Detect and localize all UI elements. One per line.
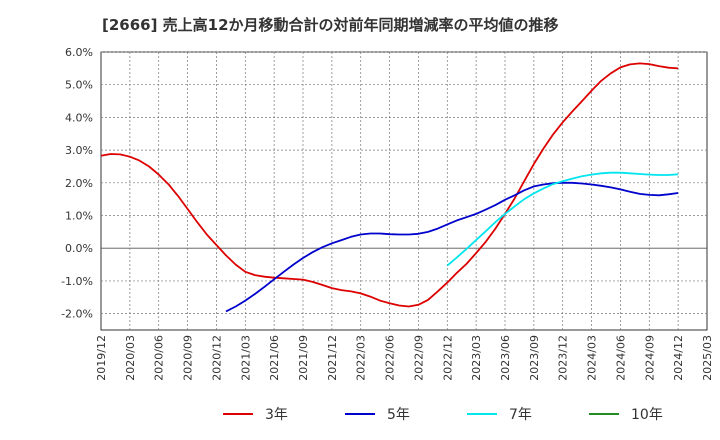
plot-area — [100, 51, 708, 331]
x-tick-label: 2020/06 — [153, 335, 166, 381]
chart-title: [2666] 売上高12か月移動合計の対前年同期増減率の平均値の推移 — [102, 16, 559, 34]
y-axis: 6.0% 5.0% 4.0% 3.0% 2.0% 1.0% 0.0% -1.0% -2.0% — [61, 46, 93, 321]
x-tick-label: 2020/12 — [210, 335, 223, 381]
series-line-7年 — [446, 171, 679, 267]
grid-lines — [101, 51, 707, 330]
x-tick-label: 2023/03 — [470, 335, 483, 381]
x-tick-label: 2021/09 — [297, 335, 310, 381]
y-tick-label: 5.0% — [65, 79, 93, 92]
x-axis: 2019/12 2020/03 2020/06 2020/09 2020/12 2021/… — [95, 335, 714, 381]
x-tick-label: 2022/03 — [355, 335, 368, 381]
x-tick-label: 2024/12 — [672, 335, 685, 381]
x-tick-label: 2021/12 — [326, 335, 339, 381]
x-tick-label: 2021/06 — [268, 335, 281, 381]
x-tick-label: 2025/03 — [701, 335, 714, 381]
x-tick-label: 2023/12 — [557, 335, 570, 381]
x-tick-label: 2023/09 — [528, 335, 541, 381]
y-tick-label: 0.0% — [65, 242, 93, 255]
x-tick-label: 2024/06 — [614, 335, 627, 381]
x-tick-label: 2020/09 — [182, 335, 195, 381]
x-tick-label: 2022/12 — [441, 335, 454, 381]
x-tick-label: 2024/09 — [643, 335, 656, 381]
y-tick-label: 6.0% — [65, 46, 93, 59]
y-tick-label: -1.0% — [61, 275, 93, 288]
y-tick-label: 1.0% — [65, 210, 93, 223]
legend-label: 10年 — [631, 407, 663, 423]
x-tick-label: 2022/06 — [384, 335, 397, 381]
x-tick-label: 2023/06 — [499, 335, 512, 381]
y-tick-label: 4.0% — [65, 111, 93, 124]
y-tick-label: 2.0% — [65, 177, 93, 190]
series-lines — [100, 62, 679, 313]
x-tick-label: 2024/03 — [586, 335, 599, 381]
x-tick-label: 2020/03 — [124, 335, 137, 381]
legend-label: 7年 — [509, 407, 532, 423]
legend-label: 5年 — [387, 407, 410, 423]
legend: 3年 5年 7年 10年 — [223, 407, 663, 423]
series-line-5年 — [225, 181, 679, 313]
y-tick-label: -2.0% — [61, 308, 93, 321]
y-tick-label: 3.0% — [65, 144, 93, 157]
legend-label: 3年 — [265, 407, 288, 423]
series-line-3年 — [100, 62, 679, 308]
x-tick-label: 2022/09 — [412, 335, 425, 381]
x-tick-label: 2019/12 — [95, 335, 108, 381]
x-tick-label: 2021/03 — [239, 335, 252, 381]
